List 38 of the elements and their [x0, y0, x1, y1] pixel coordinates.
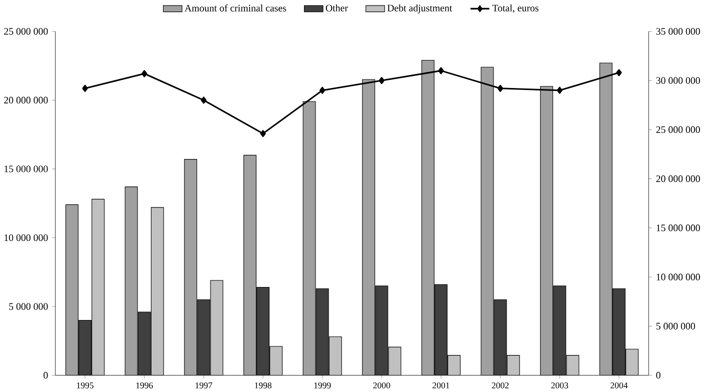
point: [498, 84, 504, 92]
y2-tick-label: 15 000 000: [656, 224, 700, 232]
legend-label: Total, euros: [492, 4, 538, 13]
y2-tick-label: 35 000 000: [656, 28, 700, 35]
legend-label: Amount of criminal cases: [184, 4, 286, 12]
legend-label: Debt adjustment: [387, 4, 452, 14]
point: [438, 67, 444, 74]
y2-tick-label: 30 000 000: [656, 77, 700, 84]
y-tick-label: 10 000 000: [4, 234, 48, 242]
x-tick-label: 1999: [314, 382, 331, 388]
x-tick-label: 1996: [136, 382, 153, 388]
y-tick-label: 25 000 000: [4, 28, 48, 35]
point: [82, 84, 88, 92]
point: [260, 130, 266, 138]
x-tick-label: 1995: [77, 382, 94, 388]
y-tick-label: 5 000 000: [9, 303, 48, 310]
y2-tick-label: 10 000 000: [656, 274, 700, 280]
legend-label: Other: [326, 4, 348, 12]
point: [320, 86, 326, 94]
x-tick-label: 2004: [610, 382, 628, 388]
x-tick-label: 1997: [196, 382, 212, 388]
x-tick-label: 1998: [254, 382, 272, 388]
x-tick-label: 2003: [551, 382, 568, 388]
point: [616, 69, 622, 76]
y2-tick-label: 0: [656, 372, 660, 379]
y2-tick-label: 20 000 000: [656, 175, 700, 182]
x-tick-label: 2001: [432, 382, 450, 388]
x-tick-label: 2000: [373, 382, 390, 388]
point: [378, 76, 384, 84]
point: [142, 70, 148, 78]
point: [200, 96, 207, 104]
x-tick-label: 2002: [492, 382, 509, 388]
y-tick-label: 15 000 000: [4, 166, 48, 172]
point: [556, 86, 562, 94]
y2-tick-label: 25 000 000: [656, 126, 700, 133]
y2-tick-label: 5 000 000: [656, 322, 696, 330]
y-tick-label: 20 000 000: [4, 96, 48, 104]
y-tick-label: 0: [44, 372, 48, 379]
